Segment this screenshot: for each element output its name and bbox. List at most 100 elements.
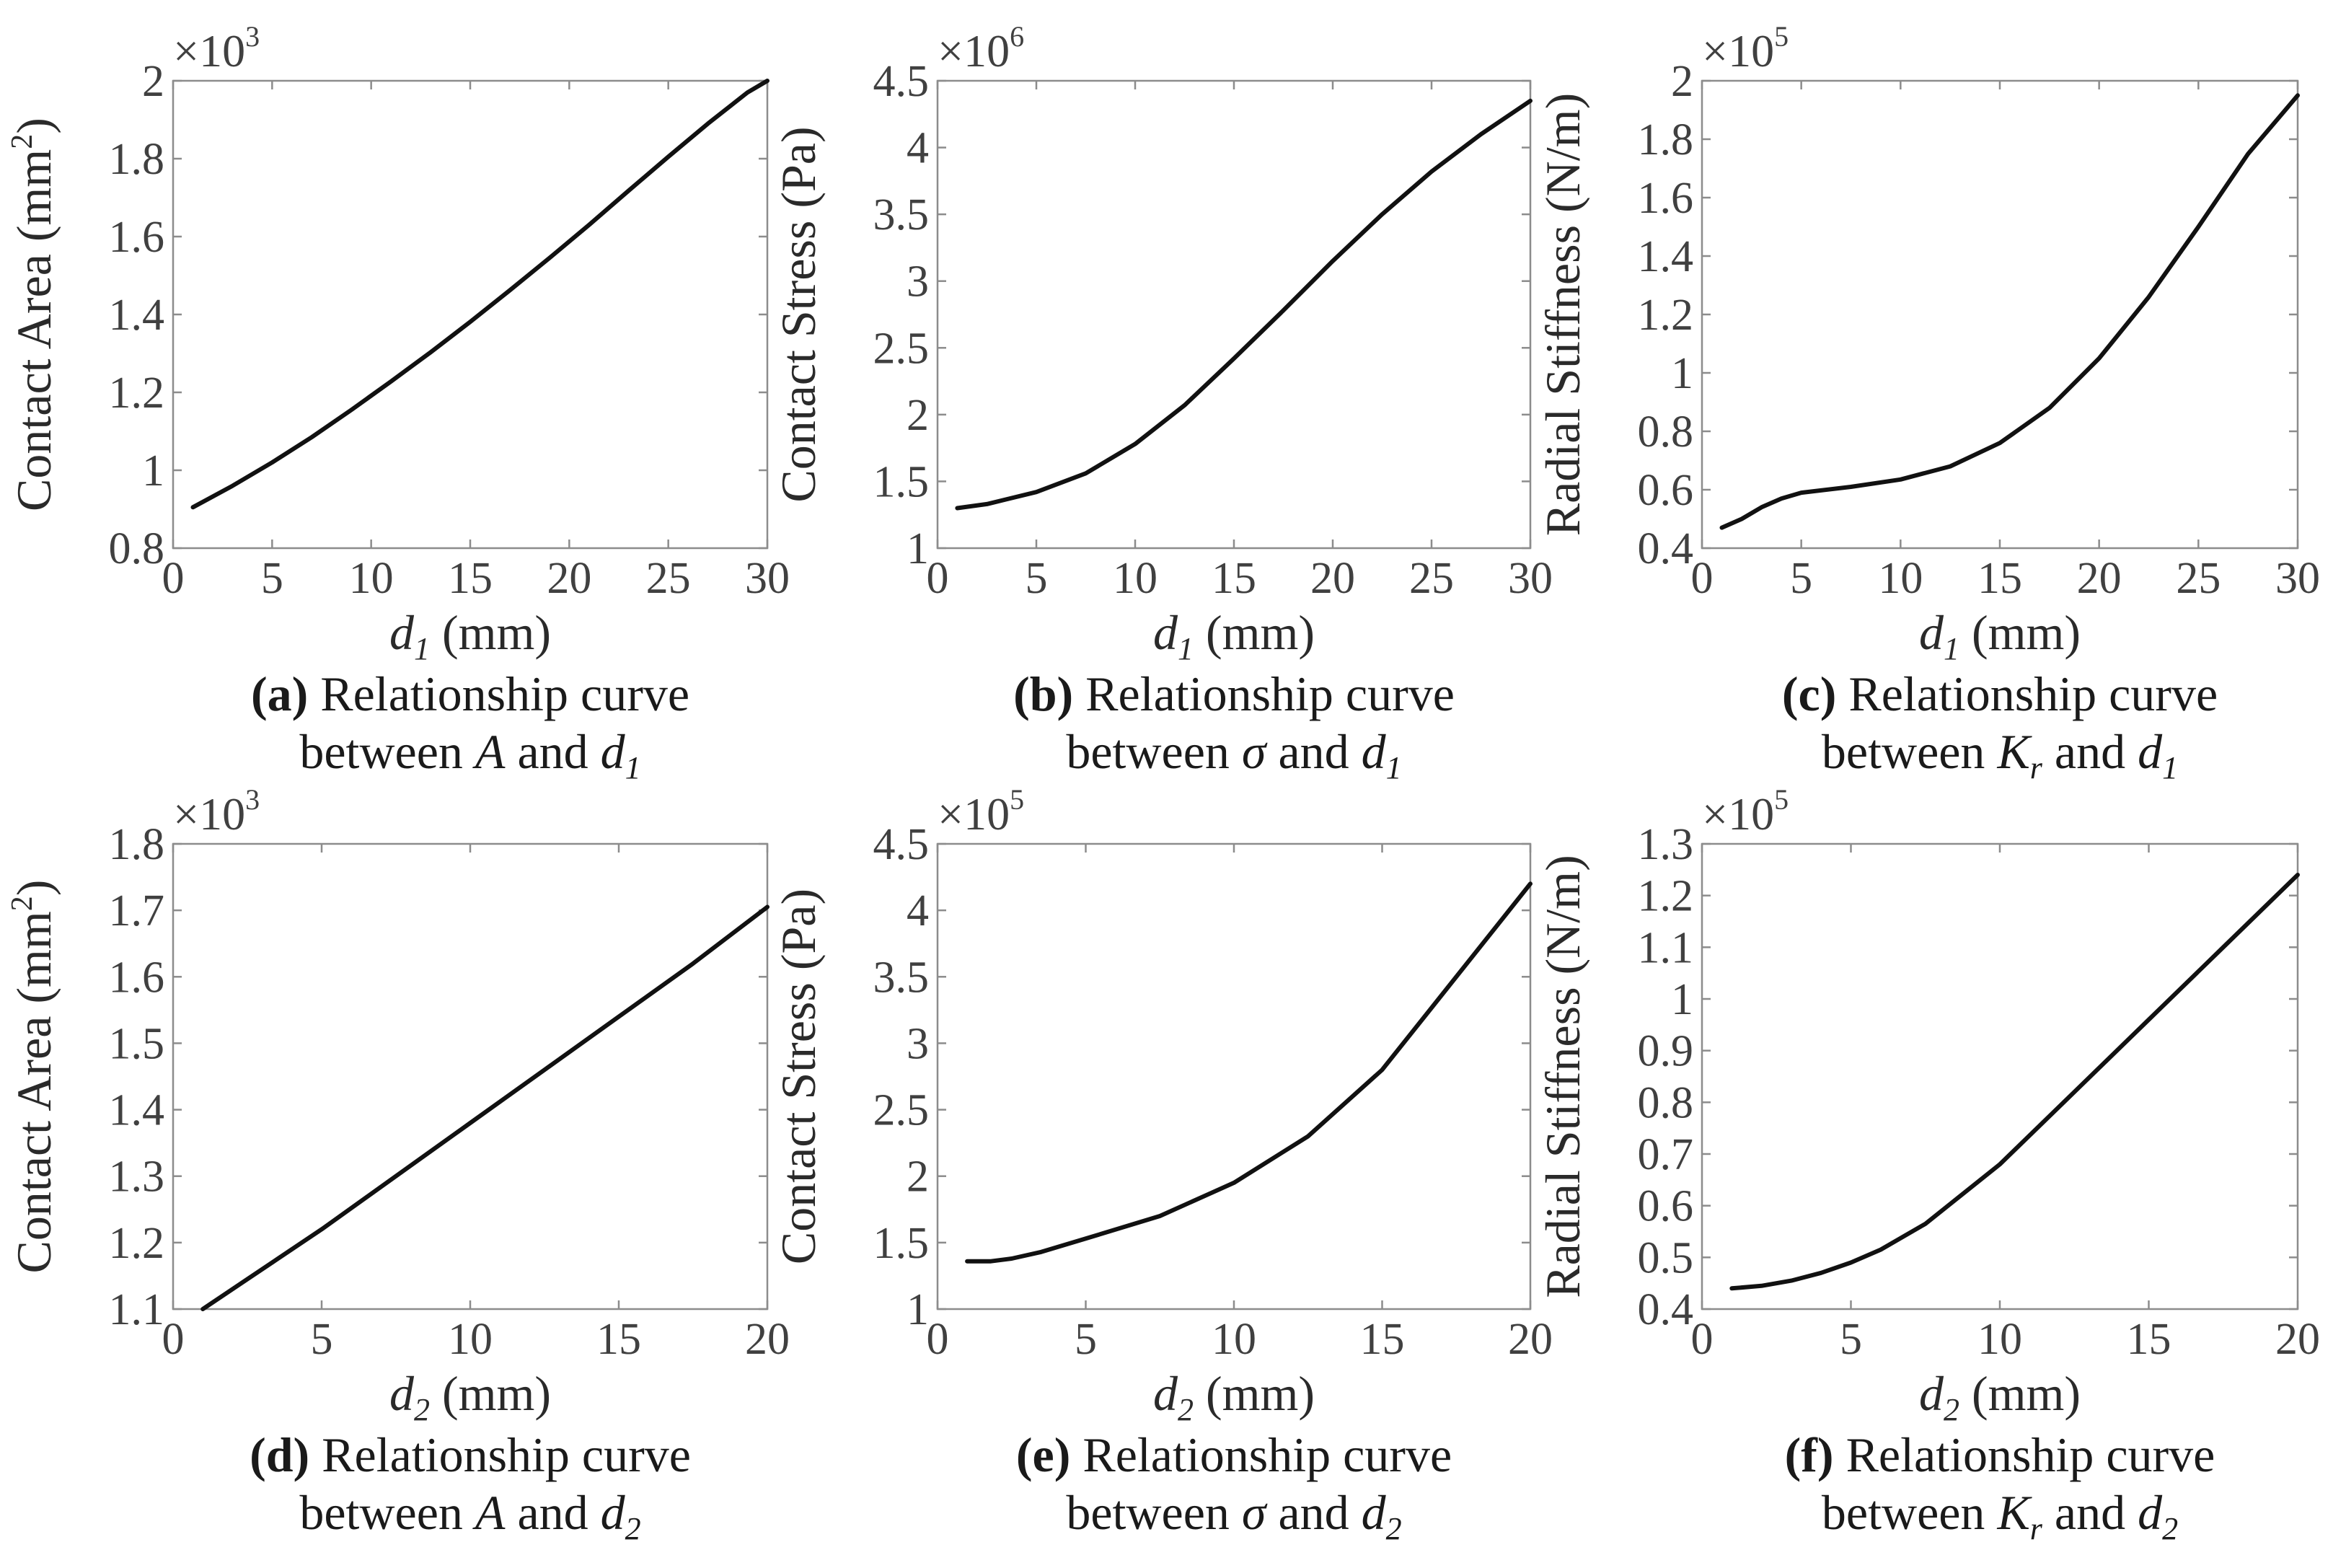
panel-b-y-axis-label: Contact Stress (Pa) [771, 126, 826, 502]
panel-a-ytick-label: 1 [142, 446, 164, 495]
panel-f-caption-var: d [2138, 1485, 2163, 1540]
panel-e-caption-tag: (e) [1016, 1427, 1070, 1482]
panel-c-xtick-label: 20 [2077, 554, 2122, 603]
panel-a-ytick-label: 1.8 [109, 135, 165, 184]
panel-a-xtick-label: 5 [261, 554, 283, 603]
panel-f-xtick-label: 15 [2127, 1315, 2171, 1364]
panel-c-x-axis-label: d1 (mm) [1919, 605, 2081, 666]
panel-f-xtick-label: 20 [2275, 1315, 2320, 1364]
panel-a-multiplier: ×103 [173, 20, 260, 76]
panel-e-ytick-label: 3.5 [873, 953, 930, 1002]
panel-e-caption-between: between [1066, 1485, 1242, 1540]
panel-f-xtick-label: 10 [1977, 1315, 2022, 1364]
panel-f-caption-line1: (f) Relationship curve [1785, 1427, 2215, 1482]
panel-b-caption-line2: between σ and d1 [1066, 724, 1401, 785]
panel-b-ytick-label: 3 [907, 257, 929, 307]
panel-e-xtick-label: 5 [1075, 1315, 1097, 1364]
panel-d-y-axis-label-text: Contact Area (mm [6, 911, 61, 1273]
panel-a-y-axis-label-text: Contact Area (mm [6, 149, 61, 511]
panel-b-ytick-label: 1 [907, 524, 929, 573]
panel-e-caption-var: d [1362, 1485, 1387, 1540]
panel-b-caption-and: and [1266, 724, 1361, 779]
panel-b-xtick-label: 25 [1409, 554, 1454, 603]
panel-a-ytick-label: 2 [142, 57, 164, 106]
panel-f-y-axis-label-text: Radial Stiffness (N/m) [1535, 855, 1590, 1298]
panel-d-multiplier: ×103 [173, 783, 260, 840]
panel-a: 0 5 10 15 20 25 300.811.21.41.61.82×103Contact… [6, 20, 790, 785]
panel-d-ytick-label: 1.2 [109, 1219, 165, 1268]
panel-e-plot-frame [936, 842, 1532, 1311]
panel-c-xtick-label: 0 [1691, 554, 1714, 603]
panel-e-ytick-label: 2.5 [873, 1086, 930, 1135]
panel-f-caption-and: and [2042, 1485, 2138, 1540]
panel-d-xtick-label: 5 [311, 1315, 333, 1364]
panel-a-caption-var: d [601, 724, 626, 779]
panel-f-caption-line2: between Kr and d2 [1822, 1485, 2178, 1546]
panel-e-caption-line2: between σ and d2 [1066, 1485, 1401, 1546]
panel-b-caption-between: between [1066, 724, 1242, 779]
panel-f-y-axis-label: Radial Stiffness (N/m) [1535, 855, 1590, 1298]
panel-e-multiplier-base: ×10 [938, 788, 1010, 840]
panel-a-xtick-label: 30 [745, 554, 790, 603]
panel-f-ytick-label: 1.1 [1638, 923, 1694, 972]
panel-b-xtick-label: 0 [927, 554, 949, 603]
panel-d-x-axis-label-sub: 2 [414, 1392, 430, 1427]
panel-a-multiplier-base: ×10 [173, 25, 245, 76]
panel-e-caption-var-sub: 2 [1386, 1511, 1402, 1546]
panel-c-xtick-label: 15 [1977, 554, 2022, 603]
panel-c-caption-line1: (c) Relationship curve [1782, 666, 2218, 721]
panel-e-ytick-label: 1 [907, 1285, 929, 1334]
panel-f-caption-symbol-sub: r [2030, 1511, 2043, 1546]
panel-f-ytick-label: 0.4 [1638, 1285, 1694, 1334]
panel-a-xtick-label: 25 [646, 554, 691, 603]
panel-a-x-axis-label: d1 (mm) [389, 605, 551, 666]
panel-b-x-axis-label: d1 (mm) [1153, 605, 1315, 666]
panel-d: 0 5 10 15 20 1.1 1.2 1.3 1.4 1.5 1.6 1.7 1.8×103 Cont… [6, 783, 790, 1546]
panel-b-caption-symbol: σ [1242, 724, 1268, 779]
panel-e-series-line [965, 881, 1533, 1264]
panel-f-caption-symbol: K [1996, 1485, 2032, 1540]
panel-a-ytick-label: 1.2 [109, 369, 165, 418]
panel-c-caption-symbol-sub: r [2030, 750, 2043, 785]
panel-c-caption-between: between [1822, 724, 1998, 779]
panel-b: 0 5 10 15 20 25 30 1 1.5 2 2.5 3 3.5 4 4.5×106 Contact … [771, 20, 1553, 785]
panel-d-ytick-label: 1.5 [109, 1019, 165, 1068]
panel-b-ytick-label: 4 [907, 124, 929, 173]
panel-f-ytick-label: 1 [1671, 975, 1693, 1024]
panel-b-caption-text: Relationship curve [1073, 666, 1455, 721]
panel-f-ytick-label: 0.6 [1638, 1182, 1694, 1231]
panel-d-x-axis-label-unit: (mm) [430, 1366, 551, 1421]
panel-c-ytick-label: 1.6 [1638, 174, 1694, 223]
panel-d-xtick-label: 10 [448, 1315, 493, 1364]
panel-e-caption-symbol: σ [1242, 1485, 1268, 1540]
panel-a-caption-between: between [299, 724, 475, 779]
panel-d-series-line [200, 904, 769, 1311]
panel-d-caption-symbol: A [472, 1485, 506, 1540]
panel-d-xtick-label: 15 [596, 1315, 641, 1364]
panel-e-ytick-label: 4.5 [873, 820, 930, 869]
panel-d-caption-tag: (d) [250, 1427, 309, 1482]
panel-f-x-axis-label-sub: 2 [1944, 1392, 1959, 1427]
panel-f-x-axis-label-unit: (mm) [1959, 1366, 2081, 1421]
panel-a-x-axis-label-var: d [389, 605, 415, 660]
panel-a-multiplier-exp: 3 [245, 20, 260, 53]
panel-d-ytick-label: 1.3 [109, 1153, 165, 1202]
panel-b-multiplier: ×106 [938, 20, 1024, 76]
panel-b-xtick-label: 10 [1113, 554, 1157, 603]
panel-f-xtick-label: 0 [1691, 1315, 1714, 1364]
panel-e-multiplier: ×105 [938, 783, 1024, 840]
panel-b-multiplier-exp: 6 [1010, 20, 1024, 53]
panel-c-ytick-label: 0.6 [1638, 466, 1694, 515]
panel-c-xtick-label: 30 [2275, 554, 2320, 603]
panel-b-y-axis-label-text: Contact Stress (Pa) [771, 126, 826, 502]
panel-d-caption-and: and [505, 1485, 600, 1540]
panel-b-ytick-label: 2.5 [873, 324, 930, 373]
panel-d-ytick-label: 1.8 [109, 820, 165, 869]
panel-f-caption-tag: (f) [1785, 1427, 1834, 1482]
panel-d-y-axis-label-close: ) [6, 880, 61, 897]
panel-a-ytick-label: 1.4 [109, 291, 165, 340]
panel-c-multiplier-exp: 5 [1774, 20, 1789, 53]
panel-c-y-axis-label: Radial Stiffness (N/m) [1535, 93, 1590, 536]
panel-b-x-axis-label-unit: (mm) [1194, 605, 1315, 660]
panel-c-caption-symbol: K [1996, 724, 2032, 779]
